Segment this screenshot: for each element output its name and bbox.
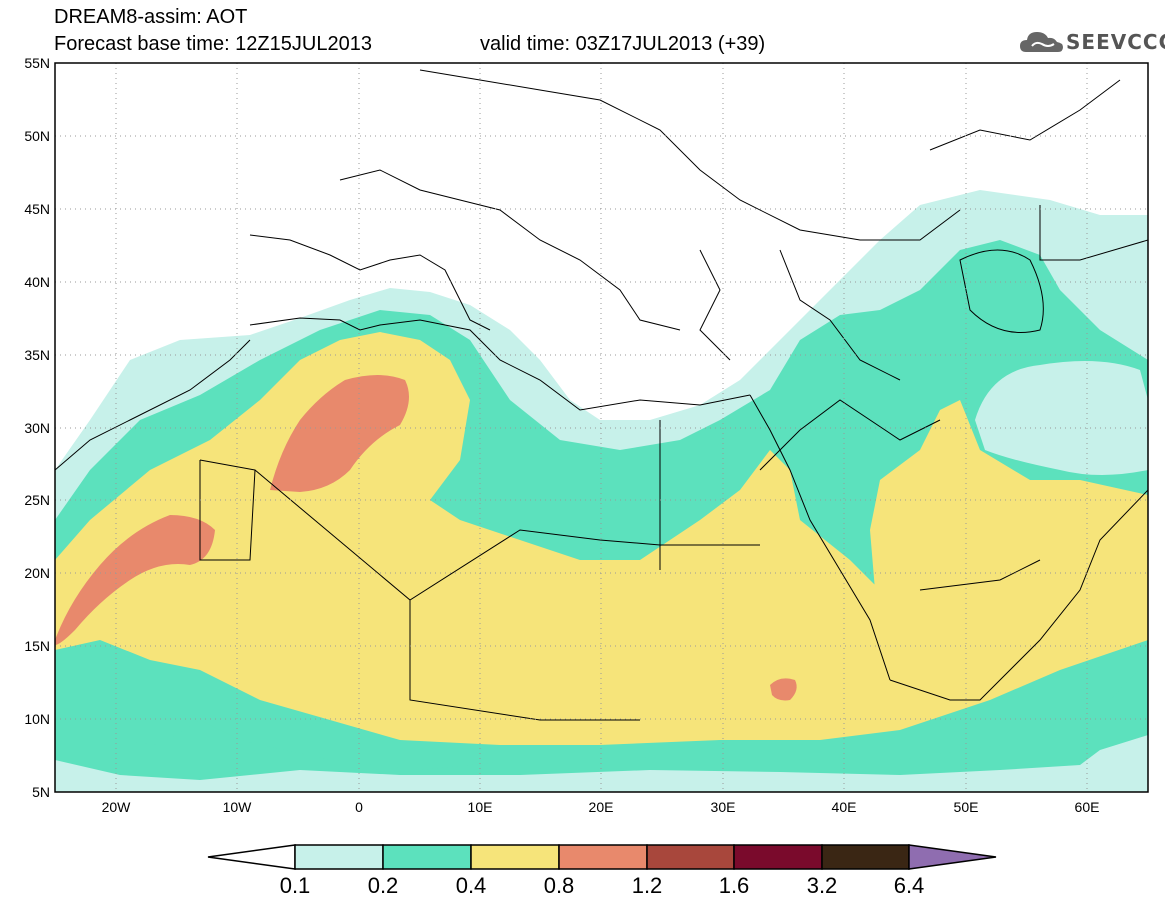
colorbar-label: 0.8	[544, 873, 575, 898]
colorbar-label: 6.4	[894, 873, 925, 898]
colorbar-swatch	[470, 844, 560, 870]
colorbar-swatch	[558, 844, 648, 870]
lon-label: 50E	[954, 799, 979, 815]
lat-label: 35N	[24, 347, 50, 363]
latitude-labels: 55N 50N 45N 40N 35N 30N 25N 20N 15N 10N …	[24, 55, 50, 800]
aot-contour-0.8-mauritania	[55, 515, 215, 645]
lat-label: 10N	[24, 711, 50, 727]
colorbar-swatch	[382, 844, 472, 870]
cloud-icon	[1020, 32, 1063, 52]
aot-contour-0.8-morocco	[270, 375, 409, 492]
lat-label: 45N	[24, 201, 50, 217]
colorbar-arrow-low	[207, 844, 296, 870]
colorbar-label: 3.2	[807, 873, 838, 898]
colorbar: 0.1 0.2 0.4 0.8 1.2 1.6 3.2 6.4	[207, 844, 997, 898]
colorbar-label: 0.2	[368, 873, 399, 898]
forecast-base-time: Forecast base time: 12Z15JUL2013	[54, 33, 372, 55]
logo-text: SEEVCCC	[1066, 30, 1165, 54]
lon-label: 60E	[1075, 799, 1100, 815]
lat-label: 50N	[24, 128, 50, 144]
lat-label: 30N	[24, 420, 50, 436]
lon-label: 20W	[102, 799, 132, 815]
colorbar-arrow-high	[908, 844, 997, 870]
colorbar-label: 1.2	[632, 873, 663, 898]
lat-label: 15N	[24, 638, 50, 654]
colorbar-swatch	[733, 844, 823, 870]
lat-label: 5N	[32, 784, 50, 800]
colorbar-swatch	[821, 844, 910, 870]
lat-label: 25N	[24, 492, 50, 508]
lon-label: 40E	[832, 799, 857, 815]
lon-label: 0	[355, 799, 363, 815]
colorbar-swatch	[294, 844, 384, 870]
map-title: DREAM8-assim: AOT	[54, 6, 248, 28]
lon-label: 10E	[468, 799, 493, 815]
lon-label: 10W	[223, 799, 253, 815]
lat-label: 20N	[24, 565, 50, 581]
aot-contour-0.1-south	[55, 735, 1148, 792]
colorbar-label: 0.4	[456, 873, 487, 898]
lon-label: 20E	[589, 799, 614, 815]
colorbar-label: 0.1	[280, 873, 311, 898]
coastlines	[55, 69, 1148, 721]
colorbar-label: 1.6	[719, 873, 750, 898]
lat-label: 55N	[24, 55, 50, 71]
lat-label: 40N	[24, 274, 50, 290]
lon-label: 30E	[711, 799, 736, 815]
longitude-labels: 20W 10W 0 10E 20E 30E 40E 50E 60E	[102, 799, 1100, 815]
valid-time: valid time: 03Z17JUL2013 (+39)	[480, 33, 766, 55]
aot-contour-0.1-iran	[975, 361, 1148, 475]
grid	[55, 63, 1148, 792]
aot-contour-0.8-sudan	[770, 678, 797, 701]
colorbar-swatch	[646, 844, 735, 870]
plot-frame	[54, 62, 1149, 793]
